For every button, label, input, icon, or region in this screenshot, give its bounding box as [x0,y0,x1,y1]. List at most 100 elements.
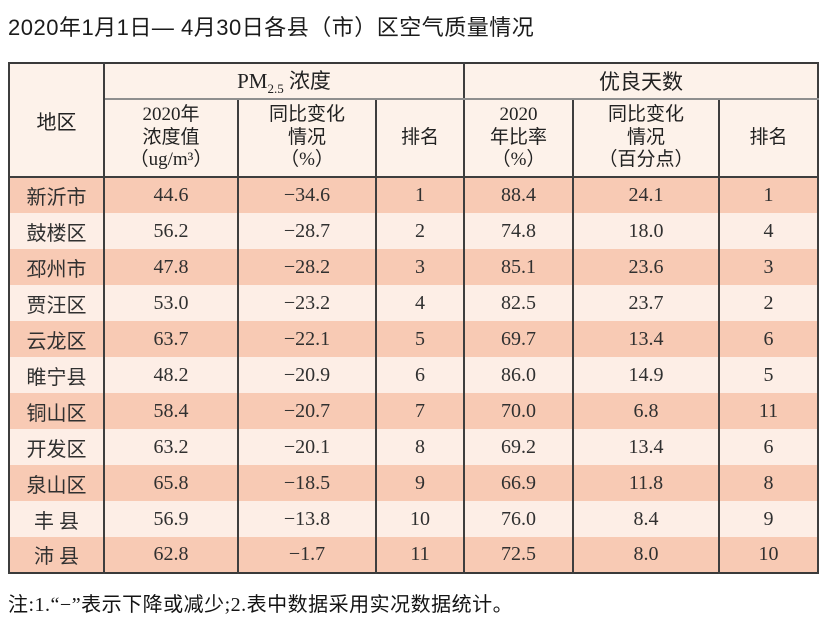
table-row: 沛 县 62.8 −1.7 11 72.5 8.0 10 [8,537,820,573]
cell-pm-rank: 1 [374,177,466,213]
table-row: 睢宁县 48.2 −20.9 6 86.0 14.9 5 [8,357,820,393]
cell-pm-rank: 3 [374,249,466,285]
cell-region: 泉山区 [8,465,105,501]
cell-pm-change: −23.2 [237,285,377,321]
header-pm-change: 同比变化 情况 （%） [237,99,377,178]
cell-region: 睢宁县 [8,357,105,393]
table-body: 新沂市 44.6 −34.6 1 88.4 24.1 1 鼓楼区 56.2 −2… [8,177,820,573]
cell-good-rank: 9 [718,501,820,537]
cell-pm-rank: 9 [374,465,466,501]
table-row: 鼓楼区 56.2 −28.7 2 74.8 18.0 4 [8,213,820,249]
cell-pm-value: 63.7 [103,321,239,357]
cell-good-change: 23.7 [572,285,721,321]
table-row: 泉山区 65.8 −18.5 9 66.9 11.8 8 [8,465,820,501]
cell-pm-change: −20.7 [237,393,377,429]
header-good-days-group: 优良天数 [463,63,820,100]
table-row: 新沂市 44.6 −34.6 1 88.4 24.1 1 [8,177,820,213]
table-row: 丰 县 56.9 −13.8 10 76.0 8.4 9 [8,501,820,537]
cell-region: 贾汪区 [8,285,105,321]
cell-region: 丰 县 [8,501,105,537]
header-region: 地区 [8,63,105,178]
header-pm25-group: PM2.5 浓度 [102,63,466,100]
cell-good-change: 23.6 [572,249,721,285]
footnote: 注:1.“−”表示下降或减少;2.表中数据采用实况数据统计。 [8,594,514,616]
cell-region: 邳州市 [8,249,105,285]
pm-subscript: 2.5 [267,81,284,97]
cell-good-rank: 6 [718,429,820,465]
cell-pm-value: 48.2 [103,357,239,393]
pm-suffix-label: 浓度 [283,68,331,93]
cell-good-rank: 2 [718,285,820,321]
table-row: 邳州市 47.8 −28.2 3 85.1 23.6 3 [8,249,820,285]
cell-good-rate: 74.8 [463,213,575,249]
cell-pm-change: −22.1 [237,321,377,357]
table-row: 云龙区 63.7 −22.1 5 69.7 13.4 6 [8,321,820,357]
cell-pm-value: 56.2 [103,213,239,249]
cell-region: 云龙区 [8,321,105,357]
cell-pm-rank: 11 [374,537,466,573]
cell-good-rate: 86.0 [463,357,575,393]
cell-pm-change: −18.5 [237,465,377,501]
cell-region: 新沂市 [8,177,105,213]
cell-good-change: 13.4 [572,321,721,357]
table-header: 地区 PM2.5 浓度 优良天数 2020年 浓度值 （ug/m³） 同比变化 … [8,63,820,178]
pm-label: PM [237,68,268,93]
table-row: 开发区 63.2 −20.1 8 69.2 13.4 6 [8,429,820,465]
cell-good-rank: 10 [718,537,820,573]
cell-pm-rank: 6 [374,357,466,393]
cell-pm-change: −28.7 [237,213,377,249]
cell-good-change: 8.4 [572,501,721,537]
cell-good-rank: 1 [718,177,820,213]
header-good-rate: 2020 年比率 （%） [463,99,575,178]
cell-good-rank: 6 [718,321,820,357]
cell-pm-value: 63.2 [103,429,239,465]
table-row: 贾汪区 53.0 −23.2 4 82.5 23.7 2 [8,285,820,321]
cell-pm-rank: 10 [374,501,466,537]
cell-good-rank: 3 [718,249,820,285]
header-sub-row: 2020年 浓度值 （ug/m³） 同比变化 情况 （%） 排名 2020 年比… [9,99,820,178]
cell-good-rate: 76.0 [463,501,575,537]
header-group-row: 地区 PM2.5 浓度 优良天数 [8,63,820,178]
cell-good-rank: 5 [718,357,820,393]
cell-good-change: 11.8 [572,465,721,501]
cell-good-rate: 69.7 [463,321,575,357]
cell-good-change: 13.4 [572,429,721,465]
cell-good-rank: 11 [718,393,820,429]
air-quality-table: 地区 PM2.5 浓度 优良天数 2020年 浓度值 （ug/m³） 同比变化 … [8,62,820,574]
header-pm-value: 2020年 浓度值 （ug/m³） [103,99,239,178]
cell-pm-change: −20.1 [237,429,377,465]
header-good-change: 同比变化 情况 （百分点） [572,99,721,178]
cell-good-rank: 4 [718,213,820,249]
cell-good-change: 8.0 [572,537,721,573]
cell-region: 鼓楼区 [8,213,105,249]
cell-good-change: 24.1 [572,177,721,213]
cell-good-rate: 70.0 [463,393,575,429]
cell-good-rate: 69.2 [463,429,575,465]
cell-pm-change: −28.2 [237,249,377,285]
cell-region: 沛 县 [8,537,105,573]
cell-pm-value: 47.8 [103,249,239,285]
cell-pm-change: −20.9 [237,357,377,393]
table-row: 铜山区 58.4 −20.7 7 70.0 6.8 11 [8,393,820,429]
header-good-rank: 排名 [718,99,820,178]
cell-pm-rank: 5 [374,321,466,357]
cell-pm-rank: 4 [374,285,466,321]
page-title: 2020年1月1日— 4月30日各县（市）区空气质量情况 [8,15,535,40]
cell-region: 铜山区 [8,393,105,429]
cell-region: 开发区 [8,429,105,465]
cell-pm-change: −34.6 [237,177,377,213]
cell-pm-rank: 2 [374,213,466,249]
cell-pm-value: 53.0 [103,285,239,321]
cell-good-rate: 88.4 [463,177,575,213]
cell-good-rate: 82.5 [463,285,575,321]
cell-good-change: 18.0 [572,213,721,249]
cell-pm-value: 65.8 [103,465,239,501]
cell-pm-change: −13.8 [237,501,377,537]
header-pm-rank: 排名 [374,99,466,178]
cell-good-change: 14.9 [572,357,721,393]
cell-good-rank: 8 [718,465,820,501]
cell-pm-change: −1.7 [237,537,377,573]
cell-pm-value: 58.4 [103,393,239,429]
cell-pm-value: 62.8 [103,537,239,573]
